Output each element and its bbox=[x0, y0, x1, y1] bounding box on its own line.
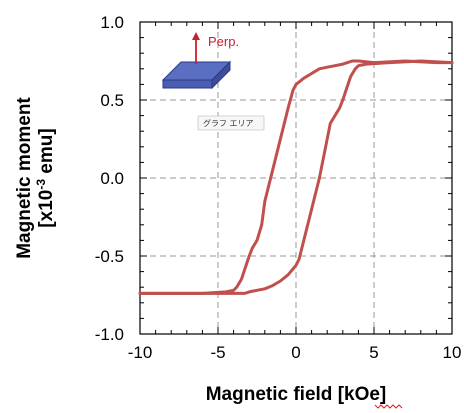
series-line-1 bbox=[138, 59, 454, 295]
x-tick-label: 10 bbox=[443, 343, 462, 362]
x-tick-labels: -10 -5 0 5 10 bbox=[128, 343, 462, 362]
film-slab-front bbox=[162, 79, 213, 89]
graph-area-tooltip: グラフ エリア bbox=[197, 115, 265, 131]
y-tick-label: 1.0 bbox=[100, 13, 124, 32]
y-tick-labels: 1.0 0.5 0.0 -0.5 -1.0 bbox=[95, 13, 124, 344]
y-tick-label: 0.0 bbox=[100, 169, 124, 188]
film-slab-side bbox=[211, 60, 231, 90]
y-tick-label: 0.5 bbox=[100, 91, 124, 110]
perp-arrowhead-icon bbox=[192, 32, 200, 40]
spellcheck-underline bbox=[374, 404, 403, 409]
inset-diagram: Perp. bbox=[161, 32, 239, 90]
y-axis-title: Magnetic moment [x10-3 emu] bbox=[14, 97, 57, 259]
graph-area-label: グラフ エリア bbox=[203, 118, 254, 128]
x-axis-title: Magnetic field [kOe] bbox=[206, 384, 387, 405]
x-tick-label: 5 bbox=[369, 343, 378, 362]
hysteresis-loop bbox=[138, 59, 454, 295]
x-tick-label: -5 bbox=[210, 343, 225, 362]
perp-label: Perp. bbox=[208, 34, 239, 49]
y-tick-label: -1.0 bbox=[95, 325, 124, 344]
x-tick-label: -10 bbox=[128, 343, 153, 362]
x-tick-label: 0 bbox=[291, 343, 300, 362]
y-tick-label: -0.5 bbox=[95, 247, 124, 266]
series-line-2 bbox=[138, 59, 454, 295]
y-axis-title-line2: [x10-3 emu] bbox=[34, 128, 57, 227]
y-axis-title-line1: Magnetic moment bbox=[14, 97, 35, 259]
axis-ticks bbox=[139, 21, 453, 335]
